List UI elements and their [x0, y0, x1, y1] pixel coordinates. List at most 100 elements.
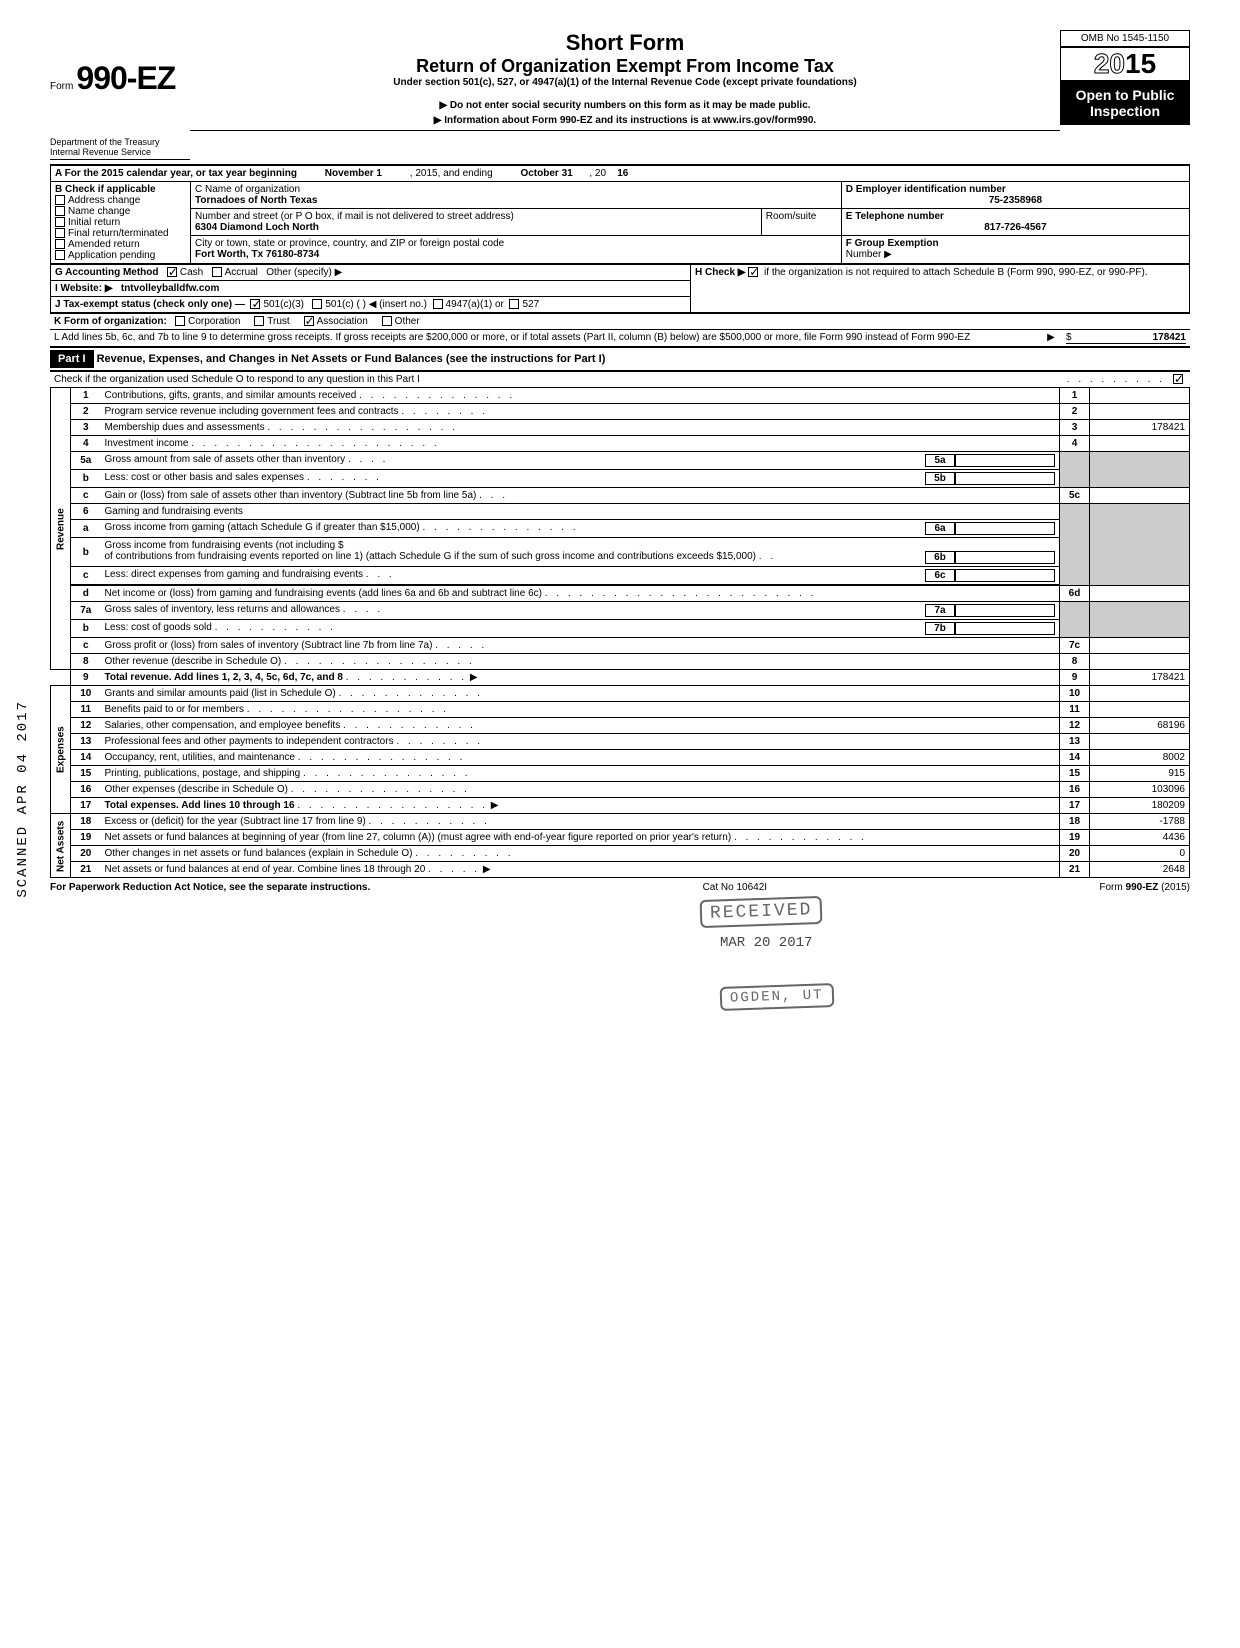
ln7b-desc: Less: cost of goods sold . . . . . . . .… [101, 620, 1060, 638]
ln9-amt: 178421 [1090, 670, 1190, 686]
ln7a-ibox: 7a [925, 604, 955, 617]
open-public-badge: Open to Public Inspection [1060, 81, 1190, 125]
ln7-shade2 [1090, 602, 1190, 638]
ln1-amt [1090, 388, 1190, 404]
scanned-stamp: SCANNED APR 04 2017 [15, 700, 31, 898]
ln6a-num: a [71, 520, 101, 538]
checkbox-trust[interactable] [254, 316, 264, 326]
ln5a-desc: Gross amount from sale of assets other t… [101, 452, 1060, 470]
checkbox-schedule-b[interactable] [748, 267, 758, 277]
checkbox-501c3[interactable] [250, 299, 260, 309]
side-netassets: Net Assets [51, 814, 71, 878]
checkbox-other-org[interactable] [382, 316, 392, 326]
ln1-box: 1 [1060, 388, 1090, 404]
checkbox-accrual[interactable] [212, 267, 222, 277]
ln18-box: 18 [1060, 814, 1090, 830]
ln6-shade2 [1090, 504, 1190, 586]
ln7c-num: c [71, 638, 101, 654]
ln6a-ibox: 6a [925, 522, 955, 535]
ln5a-iamt [955, 454, 1055, 467]
ln6d-num: d [71, 586, 101, 602]
label-cash: Cash [180, 267, 203, 278]
ln7a-desc: Gross sales of inventory, less returns a… [101, 602, 1060, 620]
room-suite: Room/suite [761, 209, 841, 236]
ln9-box: 9 [1060, 670, 1090, 686]
ln6c-num: c [71, 567, 101, 585]
side-revenue: Revenue [51, 388, 71, 670]
section-j-label: J Tax-exempt status (check only one) — [55, 299, 245, 310]
form-prefix: Form [50, 81, 73, 92]
ln5b-desc: Less: cost or other basis and sales expe… [101, 470, 1060, 488]
title-short-form: Short Form [190, 30, 1060, 56]
ln13-num: 13 [71, 734, 101, 750]
received-stamp: RECEIVED [700, 896, 823, 928]
year-outline: 20 [1094, 48, 1125, 79]
ln11-box: 11 [1060, 702, 1090, 718]
ln15-box: 15 [1060, 766, 1090, 782]
title-return: Return of Organization Exempt From Incom… [190, 56, 1060, 77]
ln5b-iamt [955, 472, 1055, 485]
side-expenses: Expenses [51, 686, 71, 814]
checkbox-501c[interactable] [312, 299, 322, 309]
footer-mid: Cat No 10642I [703, 882, 768, 893]
section-l-dollar: $ [1066, 332, 1086, 344]
ln2-desc: Program service revenue including govern… [101, 404, 1060, 420]
ln7b-ibox: 7b [925, 622, 955, 635]
ln6b-num: b [71, 538, 101, 567]
checkbox-final-return[interactable] [55, 228, 65, 238]
ln16-box: 16 [1060, 782, 1090, 798]
ln6b-ibox: 6b [925, 551, 955, 564]
checkbox-initial-return[interactable] [55, 217, 65, 227]
checkbox-schedule-o[interactable] [1173, 374, 1183, 384]
ln10-box: 10 [1060, 686, 1090, 702]
ln5b-ibox: 5b [925, 472, 955, 485]
ln6-desc: Gaming and fundraising events [101, 504, 1060, 520]
ln13-desc: Professional fees and other payments to … [101, 734, 1060, 750]
section-f-number: Number ▶ [846, 249, 892, 260]
checkbox-cash[interactable] [167, 267, 177, 277]
checkbox-application-pending[interactable] [55, 250, 65, 260]
ln20-box: 20 [1060, 846, 1090, 862]
checkbox-amended-return[interactable] [55, 239, 65, 249]
city-value: Fort Worth, Tx 76180-8734 [195, 249, 319, 260]
section-c-street: Number and street (or P O box, if mail i… [191, 209, 762, 236]
ln6-shade [1060, 504, 1090, 586]
label-initial-return: Initial return [68, 217, 120, 228]
ln6c-iamt [955, 569, 1055, 582]
ln4-desc: Investment income . . . . . . . . . . . … [101, 436, 1060, 452]
ln5c-amt [1090, 488, 1190, 504]
ln11-amt [1090, 702, 1190, 718]
ln7b-num: b [71, 620, 101, 638]
part1-check-text: Check if the organization used Schedule … [54, 374, 1067, 385]
website-value: tntvolleyballdfw.com [121, 283, 220, 294]
checkbox-corporation[interactable] [175, 316, 185, 326]
ln9-desc: Total revenue. Add lines 1, 2, 3, 4, 5c,… [101, 670, 1060, 686]
checkbox-address-change[interactable] [55, 195, 65, 205]
section-e-label: E Telephone number [846, 211, 944, 222]
ln6c-ibox: 6c [925, 569, 955, 582]
checkbox-association[interactable] [304, 316, 314, 326]
ln3-amt: 178421 [1090, 420, 1190, 436]
ln8-desc: Other revenue (describe in Schedule O) .… [101, 654, 1060, 670]
ln17-amt: 180209 [1090, 798, 1190, 814]
info-link: Information about Form 990-EZ and its in… [190, 113, 1060, 128]
section-b: B Check if applicable Address change Nam… [51, 182, 191, 264]
section-k: K Form of organization: Corporation Trus… [50, 313, 1190, 329]
ln17-num: 17 [71, 798, 101, 814]
ln6a-desc: Gross income from gaming (attach Schedul… [101, 520, 1060, 538]
ln6b-desc: Gross income from fundraising events (no… [101, 538, 1060, 567]
street-value: 6304 Diamond Loch North [195, 222, 319, 233]
label-4947: 4947(a)(1) or [446, 299, 504, 310]
checkbox-4947[interactable] [433, 299, 443, 309]
ln6d-amt [1090, 586, 1190, 602]
ln12-desc: Salaries, other compensation, and employ… [101, 718, 1060, 734]
ln15-num: 15 [71, 766, 101, 782]
checkbox-527[interactable] [509, 299, 519, 309]
ln10-num: 10 [71, 686, 101, 702]
section-l-value: 178421 [1086, 332, 1186, 344]
part1-check-line: Check if the organization used Schedule … [50, 371, 1190, 387]
ln2-box: 2 [1060, 404, 1090, 420]
checkbox-name-change[interactable] [55, 206, 65, 216]
section-g-label: G Accounting Method [55, 267, 159, 278]
section-c-name: C Name of organization Tornadoes of Nort… [191, 182, 842, 209]
